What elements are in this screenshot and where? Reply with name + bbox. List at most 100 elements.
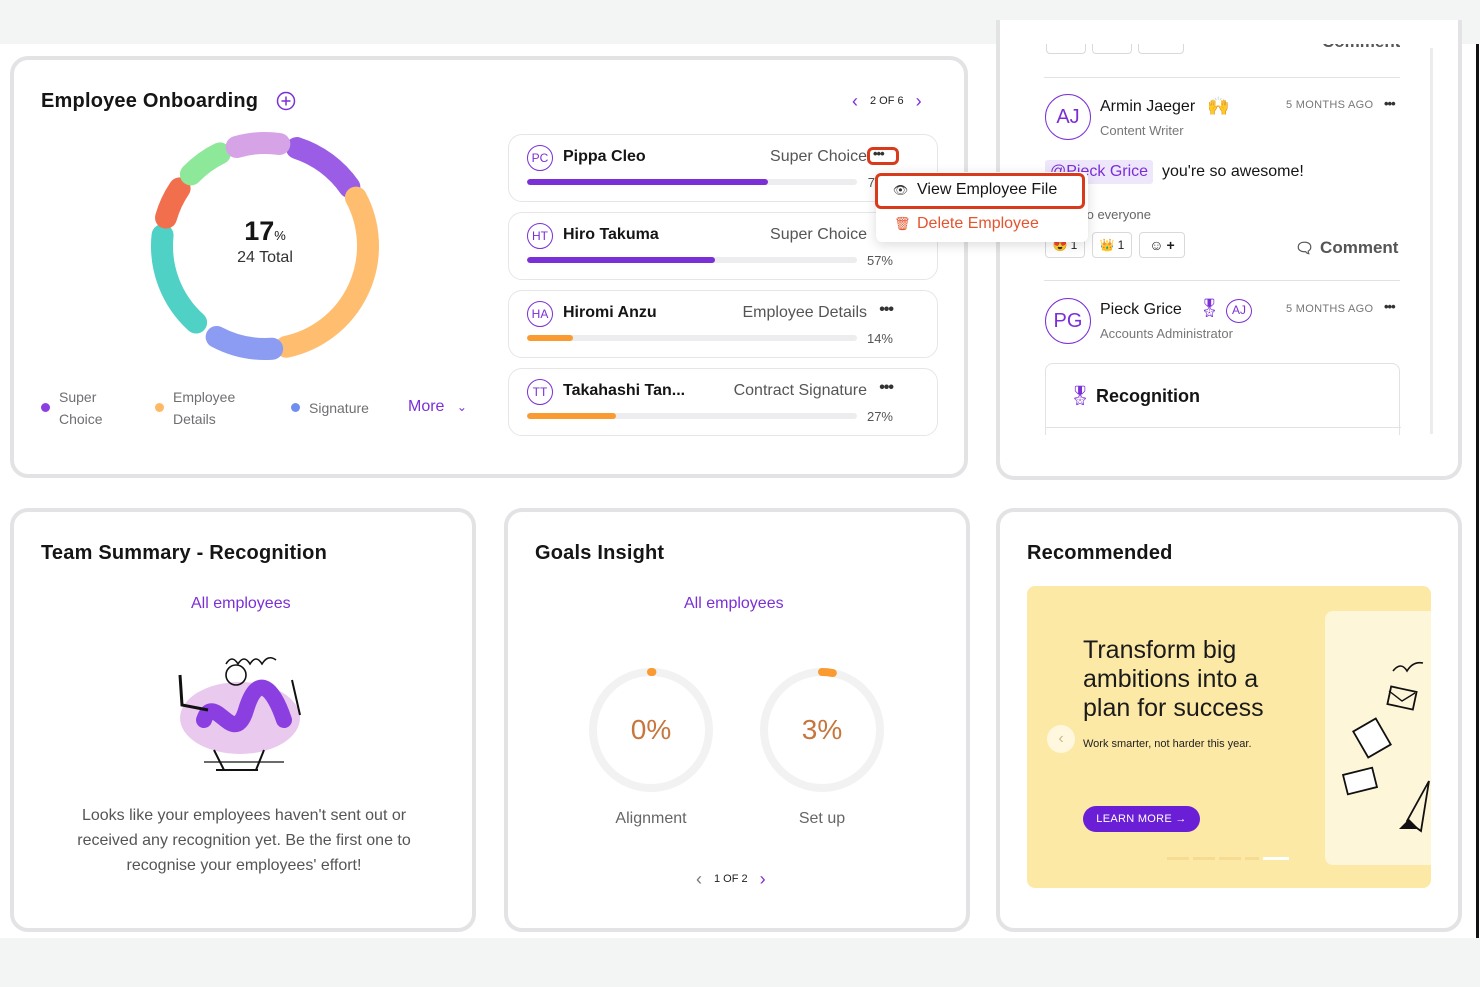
poster-role: Accounts Administrator <box>1100 326 1233 341</box>
employee-card[interactable]: PC Pippa Cleo Super Choice 7 <box>508 134 938 202</box>
legend-label: Choice <box>59 411 103 427</box>
donut-segment <box>151 224 208 334</box>
post-message: you're so awesome! <box>1162 163 1304 180</box>
more-options-highlight <box>867 147 899 165</box>
documents-illustration <box>1341 661 1430 833</box>
onboarding-pager: ‹ 2 OF 6 › <box>852 92 922 110</box>
donut-center: 17% 24 Total <box>215 216 315 267</box>
progress-percent: 7 <box>867 175 875 190</box>
empty-state-illustration <box>178 656 301 771</box>
comment-button-partial[interactable]: Comment <box>1296 44 1400 54</box>
feed-scrollbar[interactable] <box>1430 48 1433 434</box>
onboarding-donut-chart <box>151 132 379 360</box>
donut-segment <box>179 142 231 186</box>
donut-segment <box>154 177 191 229</box>
carousel-dot[interactable] <box>1219 857 1241 860</box>
goals-insight-card <box>504 508 970 932</box>
learn-more-button[interactable]: LEARN MORE → <box>1083 806 1200 832</box>
more-options-icon[interactable]: ••• <box>879 379 894 396</box>
avatar: AJ <box>1045 94 1091 140</box>
reaction-chip[interactable]: 👑 1 <box>1092 232 1132 258</box>
reaction-chip[interactable] <box>1092 44 1132 54</box>
visibility-label: to everyone <box>1083 207 1151 222</box>
tagged-avatar: AJ <box>1226 299 1252 323</box>
reaction-chip[interactable] <box>1138 44 1184 54</box>
more-options-icon[interactable]: ••• <box>879 301 894 318</box>
chevron-right-icon[interactable]: › <box>759 869 766 889</box>
post-timestamp: 5 MONTHS AGO <box>1286 99 1374 111</box>
menu-item-label: View Employee File <box>917 181 1058 198</box>
legend-dot <box>155 403 164 412</box>
goals-title: Goals Insight <box>535 542 665 564</box>
goals-pager: ‹ 1 OF 2 › <box>696 870 766 888</box>
employee-card[interactable]: HT Hiro Takuma Super Choice 57% <box>508 212 938 280</box>
medal-icon: 🎖 <box>1068 386 1093 407</box>
chevron-right-icon[interactable]: › <box>915 91 922 111</box>
legend-item-signature: Signature <box>291 397 369 419</box>
poster-name[interactable]: Pieck Grice <box>1100 301 1182 318</box>
add-reaction-button[interactable]: ☺ + <box>1139 232 1185 258</box>
legend-label: Details <box>173 411 216 427</box>
view-employee-file-menu-item[interactable]: 👁 View Employee File <box>876 174 1088 206</box>
reaction-count: 1 <box>1070 238 1078 252</box>
progress-percent: 27% <box>866 409 893 424</box>
progress-percent: 57% <box>866 253 893 268</box>
empty-state-message: Looks like your employees haven't sent o… <box>77 807 411 874</box>
donut-percent: 17 <box>244 216 275 246</box>
recognition-label: Recognition <box>1096 386 1200 406</box>
promo-banner[interactable]: Transform big ambitions into a plan for … <box>1027 586 1431 888</box>
reaction-chip[interactable] <box>1046 44 1086 54</box>
donut-segment <box>205 325 284 360</box>
progress-percent: 14% <box>866 331 893 346</box>
carousel-dot[interactable] <box>1167 857 1189 860</box>
progress-fill <box>527 179 768 185</box>
eye-icon: 👁 <box>893 183 909 197</box>
more-options-icon[interactable]: ••• <box>1384 299 1396 314</box>
employee-card[interactable]: TT Takahashi Tan... Contract Signature •… <box>508 368 938 436</box>
delete-employee-menu-item[interactable]: 🗑 Delete Employee <box>876 208 1088 240</box>
gauge-fill <box>818 668 837 678</box>
progress-bar <box>527 257 857 263</box>
comment-button[interactable]: 🗨 Comment <box>1295 238 1398 258</box>
add-circle-icon[interactable] <box>276 91 296 111</box>
employee-card[interactable]: HA Hiromi Anzu Employee Details ••• 14% <box>508 290 938 358</box>
carousel-dot[interactable] <box>1193 857 1215 860</box>
setup-gauge <box>760 668 884 792</box>
progress-bar <box>527 179 857 185</box>
reaction-row-partial <box>1046 44 1186 56</box>
clap-icon: 🙌 <box>1207 96 1230 116</box>
carousel-dot-active[interactable] <box>1263 857 1289 860</box>
legend-dot <box>291 403 300 412</box>
goals-filter-dropdown[interactable]: All employees <box>684 595 784 612</box>
chevron-left-icon[interactable]: ‹ <box>852 91 858 111</box>
progress-fill <box>527 257 716 263</box>
menu-item-label: Delete Employee <box>917 215 1039 232</box>
medal-icon: 🎖 <box>1198 298 1221 318</box>
team-summary-title: Team Summary - Recognition <box>41 542 327 564</box>
avatar: HA <box>527 301 553 327</box>
comment-label: Comment <box>1322 44 1400 52</box>
team-filter-dropdown[interactable]: All employees <box>191 595 291 612</box>
post-timestamp: 5 MONTHS AGO <box>1286 303 1374 315</box>
donut-total: 24 Total <box>237 249 293 266</box>
legend-label: Signature <box>309 400 369 416</box>
page-scrollbar[interactable] <box>1476 44 1479 938</box>
reaction-count: 1 <box>1117 238 1125 252</box>
divider <box>1046 427 1401 428</box>
bottom-band <box>0 938 1480 987</box>
crown-emoji-icon: 👑 <box>1099 238 1115 252</box>
pager-label: 2 OF 6 <box>870 95 904 107</box>
chevron-left-icon[interactable]: ‹ <box>696 869 702 889</box>
poster-name[interactable]: Armin Jaeger <box>1100 98 1196 115</box>
donut-segment <box>225 132 291 158</box>
legend-item-employee-details: Employee Details <box>155 386 235 430</box>
smiley-icon: ☺ <box>1149 237 1164 253</box>
more-options-icon[interactable]: ••• <box>1384 96 1396 111</box>
carousel-dot[interactable] <box>1245 857 1259 860</box>
carousel-prev-button[interactable]: ‹ <box>1047 725 1075 753</box>
comment-icon: 🗨 <box>1295 240 1315 257</box>
more-options-icon[interactable]: ••• <box>873 146 885 161</box>
plus-icon: + <box>1166 237 1175 253</box>
more-dropdown[interactable]: More ⌄ <box>408 398 467 416</box>
setup-label: Set up <box>798 810 846 827</box>
